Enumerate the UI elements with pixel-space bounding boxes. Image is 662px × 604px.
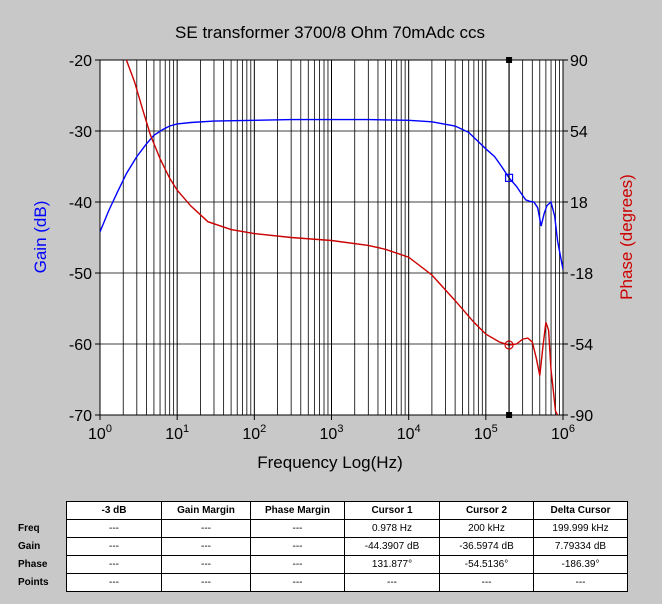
bode-chart: SE transformer 3700/8 Ohm 70mAdc ccs -20… xyxy=(31,23,636,472)
header-3db: -3 dB xyxy=(66,501,162,520)
x-tick-label: 106 xyxy=(551,423,575,443)
right-tick-label: 90 xyxy=(570,53,588,70)
table-row-phase: Phase --- --- --- 131.877° -54.5136° -18… xyxy=(14,555,628,574)
table-cell: 131.877° xyxy=(344,555,440,574)
table-cell: --- xyxy=(161,573,251,592)
table-cell: --- xyxy=(66,555,162,574)
table-corner xyxy=(14,502,67,520)
table-cell: --- xyxy=(66,519,162,538)
x-tick-label: 103 xyxy=(320,423,344,443)
left-tick-label: -70 xyxy=(69,408,92,425)
table-cell: -36.5974 dB xyxy=(439,537,534,556)
left-tick-label: -40 xyxy=(69,195,92,212)
table-cell: --- xyxy=(439,573,534,592)
cursor-phase-marker xyxy=(504,340,514,350)
table-cell: 0.978 Hz xyxy=(344,519,440,538)
header-cursor-2: Cursor 2 xyxy=(439,501,534,520)
left-axis-label: Gain (dB) xyxy=(31,201,50,274)
row-label: Gain xyxy=(18,541,41,552)
left-axis: -20 -30 -40 -50 -60 -70 xyxy=(69,53,100,425)
row-label: Phase xyxy=(18,559,48,570)
x-tick-label: 101 xyxy=(165,423,189,443)
x-tick-label: 102 xyxy=(242,423,266,443)
right-tick-label: 18 xyxy=(570,195,588,212)
left-tick-label: -50 xyxy=(69,266,92,283)
header-cursor-1: Cursor 1 xyxy=(344,501,440,520)
x-tick-label: 105 xyxy=(474,423,498,443)
table-cell: --- xyxy=(161,555,251,574)
right-tick-label: 54 xyxy=(570,124,588,141)
right-axis-label: Phase (degrees) xyxy=(617,174,636,300)
header-delta-cursor: Delta Cursor xyxy=(533,501,628,520)
row-label: Points xyxy=(18,577,49,588)
header-gain-margin: Gain Margin xyxy=(161,501,251,520)
row-label: Freq xyxy=(18,523,40,534)
header-phase-margin: Phase Margin xyxy=(250,501,345,520)
table-cell: 199.999 kHz xyxy=(533,519,628,538)
left-tick-label: -60 xyxy=(69,337,92,354)
phase-curve xyxy=(125,60,559,415)
table-cell: --- xyxy=(66,537,162,556)
table-cell: -44.3907 dB xyxy=(344,537,440,556)
gain-curve xyxy=(100,118,563,270)
cursor-handle-bottom xyxy=(506,412,513,418)
right-axis: 90 54 18 -18 -54 -90 xyxy=(563,53,593,425)
grid-lines xyxy=(99,59,563,416)
right-tick-label: -54 xyxy=(570,337,593,354)
x-axis: 100 101 102 103 104 105 106 xyxy=(88,415,575,443)
table-cell: --- xyxy=(344,573,440,592)
table-cell: --- xyxy=(161,519,251,538)
curves xyxy=(100,60,563,415)
table-row-gain: Gain --- --- --- -44.3907 dB -36.5974 dB… xyxy=(14,537,628,556)
chart-title: SE transformer 3700/8 Ohm 70mAdc ccs xyxy=(175,23,485,42)
x-tick-label: 104 xyxy=(397,423,421,443)
table-cell: --- xyxy=(66,573,162,592)
table-cell: -54.5136° xyxy=(439,555,534,574)
cursor-gain-marker xyxy=(504,173,514,182)
right-tick-label: -90 xyxy=(570,408,593,425)
table-cell: 200 kHz xyxy=(439,519,534,538)
cursor-markers xyxy=(504,57,514,418)
table-header-row: -3 dB Gain Margin Phase Margin Cursor 1 … xyxy=(14,501,628,520)
table-cell: --- xyxy=(250,537,345,556)
left-tick-label: -30 xyxy=(69,124,92,141)
cursor-handle-top xyxy=(506,57,513,63)
table-cell: --- xyxy=(250,573,345,592)
left-tick-label: -20 xyxy=(69,53,92,70)
table-cell: -186.39° xyxy=(533,555,628,574)
x-axis-label: Frequency Log(Hz) xyxy=(257,453,403,472)
table-row-points: Points --- --- --- --- --- --- xyxy=(14,573,628,592)
table-cell: --- xyxy=(250,519,345,538)
right-tick-label: -18 xyxy=(570,266,593,283)
table-row-freq: Freq --- --- --- 0.978 Hz 200 kHz 199.99… xyxy=(14,519,628,538)
table-cell: --- xyxy=(161,537,251,556)
table-cell: --- xyxy=(250,555,345,574)
table-cell: 7.79334 dB xyxy=(533,537,628,556)
cursor-table: -3 dB Gain Margin Phase Margin Cursor 1 … xyxy=(14,501,628,592)
table-cell: --- xyxy=(533,573,628,592)
x-tick-label: 100 xyxy=(88,423,112,443)
